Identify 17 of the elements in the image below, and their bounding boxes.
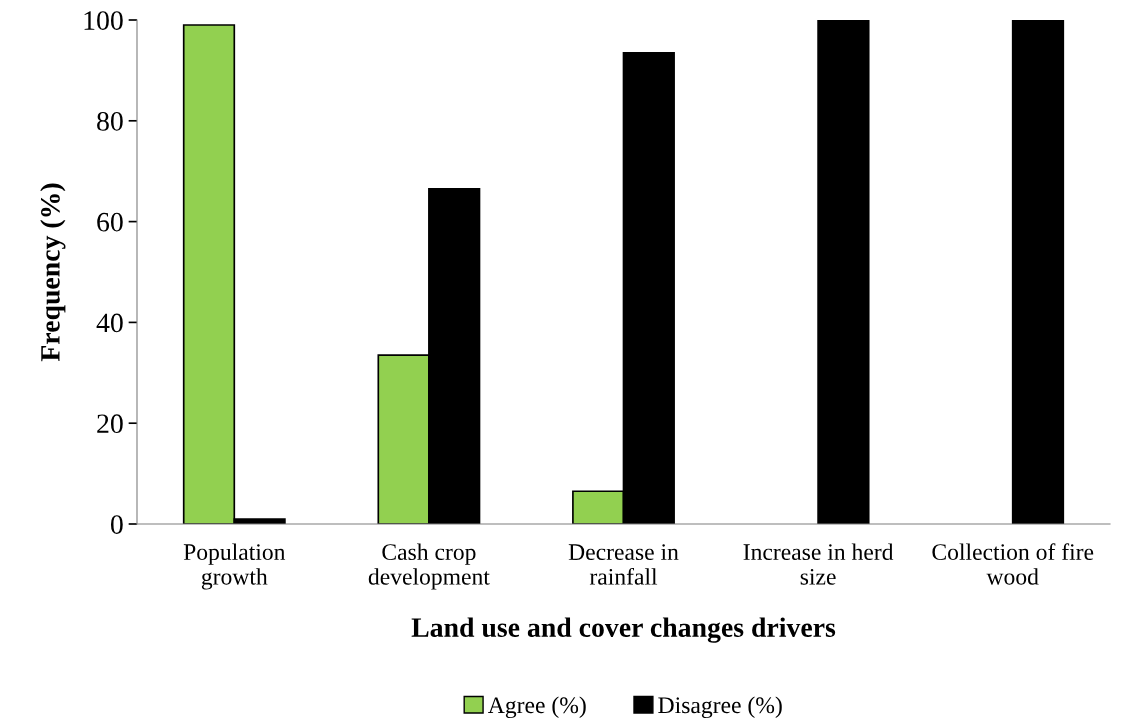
y-tick-label: 60 bbox=[97, 212, 123, 232]
y-tick-label: 80 bbox=[97, 111, 123, 131]
y-tick-label: 100 bbox=[84, 11, 123, 30]
y-tick-label: 0 bbox=[110, 515, 123, 534]
legend-label: Disagree (%) bbox=[658, 696, 782, 719]
x-axis-title: Land use and cover changes drivers bbox=[411, 617, 836, 643]
x-tick-label: Collection of fire wood bbox=[932, 543, 1094, 585]
bar bbox=[817, 20, 870, 524]
y-axis-title: Frequency (%) bbox=[40, 183, 66, 362]
bar bbox=[1011, 20, 1065, 524]
x-tick-label: Decrease in rainfall bbox=[568, 544, 679, 585]
y-tick-label: 20 bbox=[97, 414, 123, 434]
x-tick-label: Population growth bbox=[183, 543, 286, 590]
x-tick-label: Increase in herd size bbox=[743, 543, 894, 585]
y-tick-label: 40 bbox=[96, 313, 123, 333]
legend-label: Agree (%) bbox=[488, 696, 586, 719]
x-tick-label: Cash crop development bbox=[368, 543, 490, 590]
